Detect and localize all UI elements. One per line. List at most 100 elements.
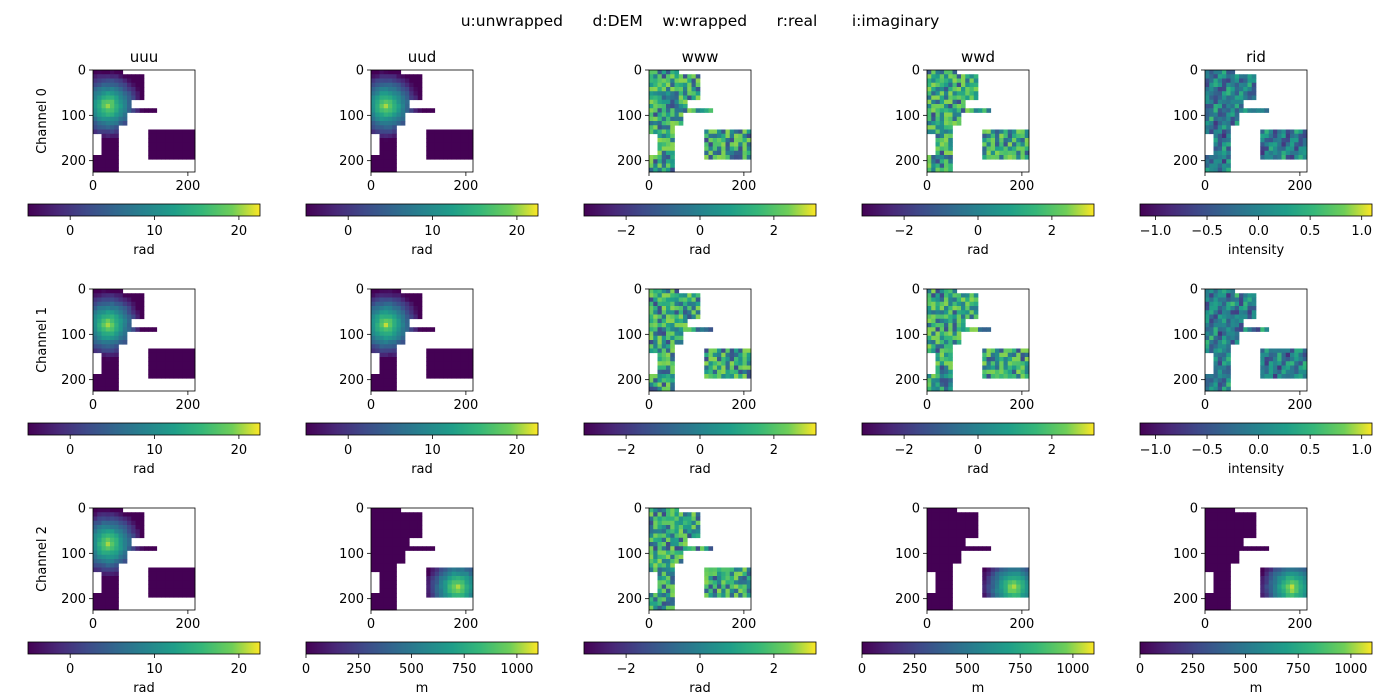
heatmap-cell — [948, 310, 953, 315]
heatmap-cell — [371, 335, 376, 341]
heatmap-cell — [1273, 567, 1278, 573]
heatmap-cell — [388, 386, 393, 392]
heatmap-cell — [746, 142, 752, 147]
heatmap-cell — [927, 386, 932, 392]
heatmap-cell — [1251, 525, 1257, 530]
colorbar-tick-label: 2 — [1048, 224, 1056, 239]
heatmap-cell — [1209, 104, 1214, 109]
heatmap-cell — [439, 374, 444, 379]
heatmap-cell — [1277, 155, 1282, 160]
heatmap-cell — [653, 155, 658, 160]
heatmap-cell — [649, 82, 654, 88]
heatmap-cell — [413, 516, 419, 522]
heatmap-cell — [392, 155, 397, 160]
heatmap-cell — [426, 327, 431, 332]
heatmap-cell — [383, 605, 389, 611]
heatmap-cell — [687, 301, 692, 307]
heatmap-cell — [653, 104, 658, 109]
heatmap-cell — [666, 357, 671, 362]
heatmap-cell — [1294, 365, 1299, 371]
y-tick-label: 100 — [895, 109, 920, 124]
heatmap-cell — [935, 310, 941, 315]
heatmap-cell — [1003, 133, 1009, 139]
heatmap-cell — [935, 327, 941, 332]
heatmap-cell — [118, 537, 124, 543]
heatmap-cell — [729, 593, 735, 598]
heatmap-cell — [396, 301, 402, 307]
heatmap-cell — [1234, 121, 1240, 126]
heatmap-cell — [396, 297, 402, 303]
heatmap-cell — [935, 546, 941, 551]
heatmap-cell — [118, 340, 124, 345]
heatmap-cell — [447, 129, 453, 135]
heatmap-cell — [430, 365, 436, 371]
heatmap-cell — [666, 576, 671, 581]
heatmap-cell — [948, 344, 953, 349]
heatmap-cell — [935, 82, 941, 88]
heatmap-cell — [657, 95, 663, 101]
heatmap-cell — [114, 323, 119, 328]
heatmap-cell — [995, 571, 1000, 577]
heatmap-cell — [379, 70, 385, 75]
heatmap-cell — [1205, 125, 1210, 130]
heatmap-cell — [118, 116, 124, 122]
heatmap-cell — [927, 108, 932, 113]
heatmap-cell — [674, 323, 680, 328]
heatmap-cell — [678, 533, 684, 539]
heatmap-cell — [1298, 571, 1304, 577]
heatmap-cell — [939, 550, 945, 556]
heatmap-cell — [122, 301, 128, 307]
heatmap-cell — [935, 91, 941, 96]
heatmap-cell — [460, 571, 465, 577]
heatmap-cell — [1298, 584, 1304, 590]
heatmap-cell — [948, 163, 953, 169]
heatmap-cell — [161, 146, 166, 152]
heatmap-cell — [451, 146, 457, 152]
heatmap-cell — [961, 91, 966, 96]
heatmap-cell — [388, 533, 393, 539]
heatmap-cell — [674, 112, 680, 118]
heatmap-cell — [931, 167, 936, 173]
heatmap-cell — [396, 121, 402, 126]
heatmap-cell — [1268, 588, 1274, 594]
heatmap-cell — [935, 559, 941, 564]
heatmap-cell — [999, 133, 1004, 139]
heatmap-cell — [666, 554, 671, 560]
heatmap-cell — [708, 571, 714, 577]
heatmap-cell — [101, 584, 107, 590]
heatmap-cell — [413, 327, 419, 332]
heatmap-cell — [683, 99, 688, 105]
heatmap-cell — [948, 537, 953, 543]
heatmap-cell — [1012, 571, 1017, 577]
heatmap-cell — [417, 78, 423, 84]
heatmap-cell — [944, 310, 949, 315]
heatmap-cell — [931, 331, 936, 337]
heatmap-cell — [1230, 559, 1236, 564]
heatmap-cell — [965, 108, 970, 113]
heatmap-cell — [683, 91, 688, 96]
heatmap-cell — [169, 571, 175, 577]
heatmap-cell — [379, 567, 385, 573]
heatmap-cell — [1003, 150, 1009, 156]
heatmap-cell — [392, 550, 397, 556]
heatmap-cell — [97, 323, 102, 328]
heatmap-cell — [678, 306, 684, 311]
heatmap-cell — [430, 146, 436, 152]
heatmap-cell — [443, 155, 448, 160]
heatmap-cell — [653, 323, 658, 328]
heatmap-cell — [944, 542, 949, 547]
heatmap-cell — [944, 112, 949, 118]
heatmap-cell — [961, 293, 966, 298]
heatmap-cell — [417, 520, 423, 526]
heatmap-cell — [93, 159, 98, 164]
heatmap-cell — [746, 352, 752, 358]
heatmap-cell — [379, 95, 385, 101]
heatmap-cell — [169, 138, 175, 143]
heatmap-cell — [1298, 133, 1304, 139]
heatmap-cell — [405, 82, 410, 88]
heatmap-cell — [156, 138, 162, 143]
heatmap-cell — [661, 550, 667, 556]
heatmap-cell — [935, 365, 941, 371]
heatmap-cell — [931, 378, 936, 383]
